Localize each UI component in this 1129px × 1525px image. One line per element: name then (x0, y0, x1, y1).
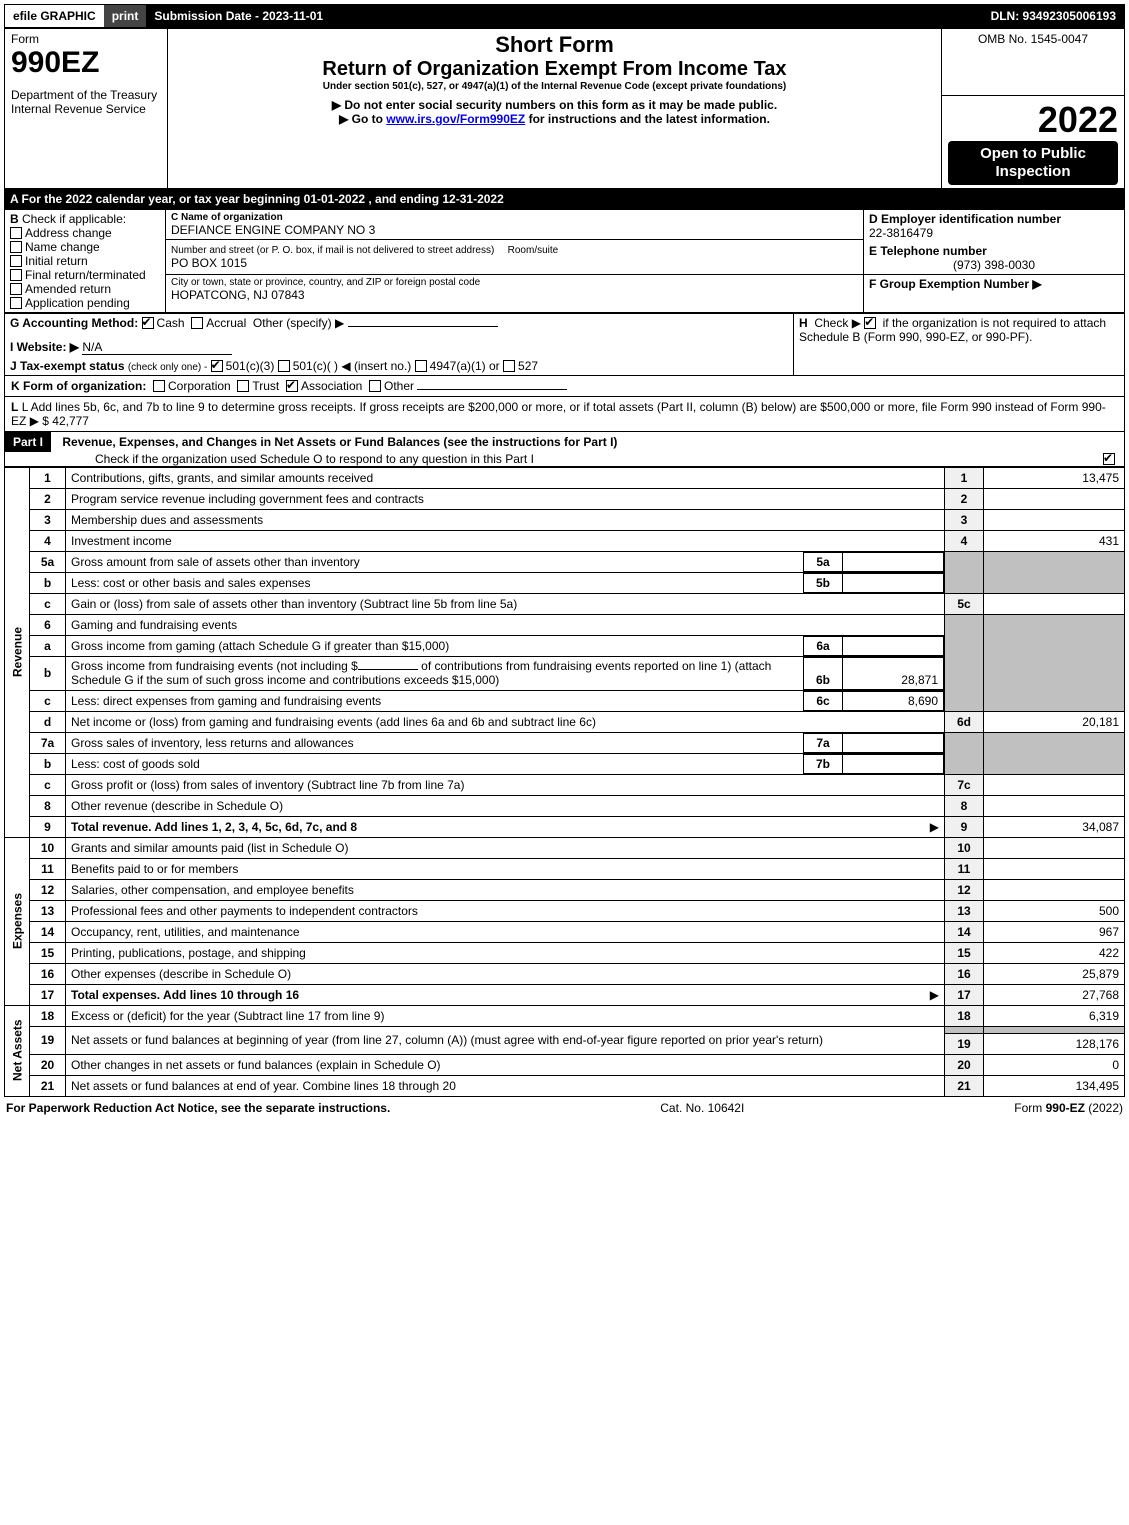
form-header: Form 990EZ Department of the Treasury In… (4, 28, 1125, 189)
line16-amt: 25,879 (984, 963, 1125, 984)
netassets-section-label: Net Assets (5, 1005, 30, 1096)
website-value: N/A (82, 340, 232, 355)
form-label: Form (11, 32, 161, 46)
box-c-addr-label: Number and street (or P. O. box, if mail… (171, 245, 494, 256)
line-h-label: H (799, 316, 808, 330)
line1-desc: Contributions, gifts, grants, and simila… (66, 467, 945, 488)
part1-label: Part I (5, 432, 51, 452)
line1-amt: 13,475 (984, 467, 1125, 488)
print-button[interactable]: print (104, 5, 147, 27)
line17-amt: 27,768 (984, 984, 1125, 1005)
amended-return-checkbox[interactable] (10, 283, 22, 295)
initial-return-checkbox[interactable] (10, 255, 22, 267)
box-c-name-label: C Name of organization (171, 212, 858, 223)
open-to-public: Open to Public Inspection (948, 141, 1118, 185)
other-org-input[interactable] (417, 389, 567, 390)
box-b-label: B (10, 212, 19, 226)
line6c-amt: 8,690 (843, 691, 944, 710)
box-c-city-label: City or town, state or province, country… (171, 277, 858, 288)
ssn-warning: ▶ Do not enter social security numbers o… (174, 98, 935, 112)
corp-checkbox[interactable] (153, 380, 165, 392)
paperwork-notice: For Paperwork Reduction Act Notice, see … (6, 1101, 390, 1115)
top-bar: efile GRAPHIC print Submission Date - 20… (4, 4, 1125, 28)
line-g-label: G Accounting Method: (10, 316, 138, 330)
line-j-label: J Tax-exempt status (10, 359, 125, 373)
app-pending-checkbox[interactable] (10, 297, 22, 309)
room-suite-label: Room/suite (508, 245, 559, 256)
line-l: L L Add lines 5b, 6c, and 7b to line 9 t… (4, 397, 1125, 432)
addr-change-checkbox[interactable] (10, 227, 22, 239)
contrib-blank[interactable] (358, 669, 418, 670)
catalog-number: Cat. No. 10642I (660, 1101, 744, 1115)
line18-amt: 6,319 (984, 1005, 1125, 1026)
accounting-block: G Accounting Method: Cash Accrual Other … (4, 313, 1125, 376)
line4-amt: 431 (984, 530, 1125, 551)
line15-amt: 422 (984, 942, 1125, 963)
accrual-checkbox[interactable] (191, 317, 203, 329)
instructions-link-row: ▶ Go to www.irs.gov/Form990EZ for instru… (174, 112, 935, 126)
expenses-section-label: Expenses (5, 837, 30, 1005)
page-footer: For Paperwork Reduction Act Notice, see … (4, 1097, 1125, 1119)
final-return-checkbox[interactable] (10, 269, 22, 281)
name-change-checkbox[interactable] (10, 241, 22, 253)
line19-amt: 128,176 (984, 1033, 1125, 1054)
identity-block: B Check if applicable: Address change Na… (4, 209, 1125, 313)
omb-number: OMB No. 1545-0047 (942, 29, 1125, 96)
box-f-label: F Group Exemption Number ▶ (869, 277, 1042, 291)
irs-link[interactable]: www.irs.gov/Form990EZ (386, 112, 525, 126)
4947-checkbox[interactable] (415, 360, 427, 372)
form-title-short: Short Form (174, 32, 935, 58)
phone-value: (973) 398-0030 (869, 258, 1119, 272)
527-checkbox[interactable] (503, 360, 515, 372)
tax-year: 2022 (948, 99, 1118, 141)
part1-title: Revenue, Expenses, and Changes in Net As… (54, 435, 617, 449)
line21-amt: 134,495 (984, 1075, 1125, 1096)
dln-label: DLN: 93492305006193 (983, 5, 1124, 27)
501c-checkbox[interactable] (278, 360, 290, 372)
501c3-checkbox[interactable] (211, 360, 223, 372)
revenue-section-label: Revenue (5, 467, 30, 837)
form-subtitle: Under section 501(c), 527, or 4947(a)(1)… (174, 81, 935, 92)
schedule-o-checkbox[interactable] (1103, 453, 1115, 465)
line13-amt: 500 (984, 900, 1125, 921)
org-name: DEFIANCE ENGINE COMPANY NO 3 (171, 223, 858, 237)
form-ref: Form 990-EZ (2022) (1014, 1101, 1123, 1115)
trust-checkbox[interactable] (237, 380, 249, 392)
box-d-label: D Employer identification number (869, 212, 1119, 226)
line-k: K Form of organization: Corporation Trus… (4, 376, 1125, 397)
line-a: A For the 2022 calendar year, or tax yea… (4, 189, 1125, 209)
other-method-input[interactable] (348, 326, 498, 327)
efile-label: efile GRAPHIC (5, 5, 104, 27)
org-city: HOPATCONG, NJ 07843 (171, 288, 858, 302)
line14-amt: 967 (984, 921, 1125, 942)
cash-checkbox[interactable] (142, 317, 154, 329)
assoc-checkbox[interactable] (286, 380, 298, 392)
line9-amt: 34,087 (984, 816, 1125, 837)
line20-amt: 0 (984, 1054, 1125, 1075)
line-i-label: I Website: ▶ (10, 340, 79, 354)
ein-value: 22-3816479 (869, 226, 1119, 240)
other-org-checkbox[interactable] (369, 380, 381, 392)
line6d-amt: 20,181 (984, 711, 1125, 732)
schedule-b-checkbox[interactable] (864, 317, 876, 329)
irs-label: Internal Revenue Service (11, 102, 161, 116)
part1-grid: Revenue 1 Contributions, gifts, grants, … (4, 467, 1125, 1097)
gross-receipts: 42,777 (52, 414, 89, 428)
form-title-long: Return of Organization Exempt From Incom… (174, 58, 935, 81)
submission-date: Submission Date - 2023-11-01 (146, 5, 331, 27)
org-address: PO BOX 1015 (171, 256, 247, 270)
box-e-label: E Telephone number (869, 244, 1119, 258)
line6b-amt: 28,871 (843, 657, 944, 689)
part1-check-text: Check if the organization used Schedule … (5, 452, 534, 466)
dept-label: Department of the Treasury (11, 88, 161, 102)
form-number: 990EZ (11, 46, 161, 80)
